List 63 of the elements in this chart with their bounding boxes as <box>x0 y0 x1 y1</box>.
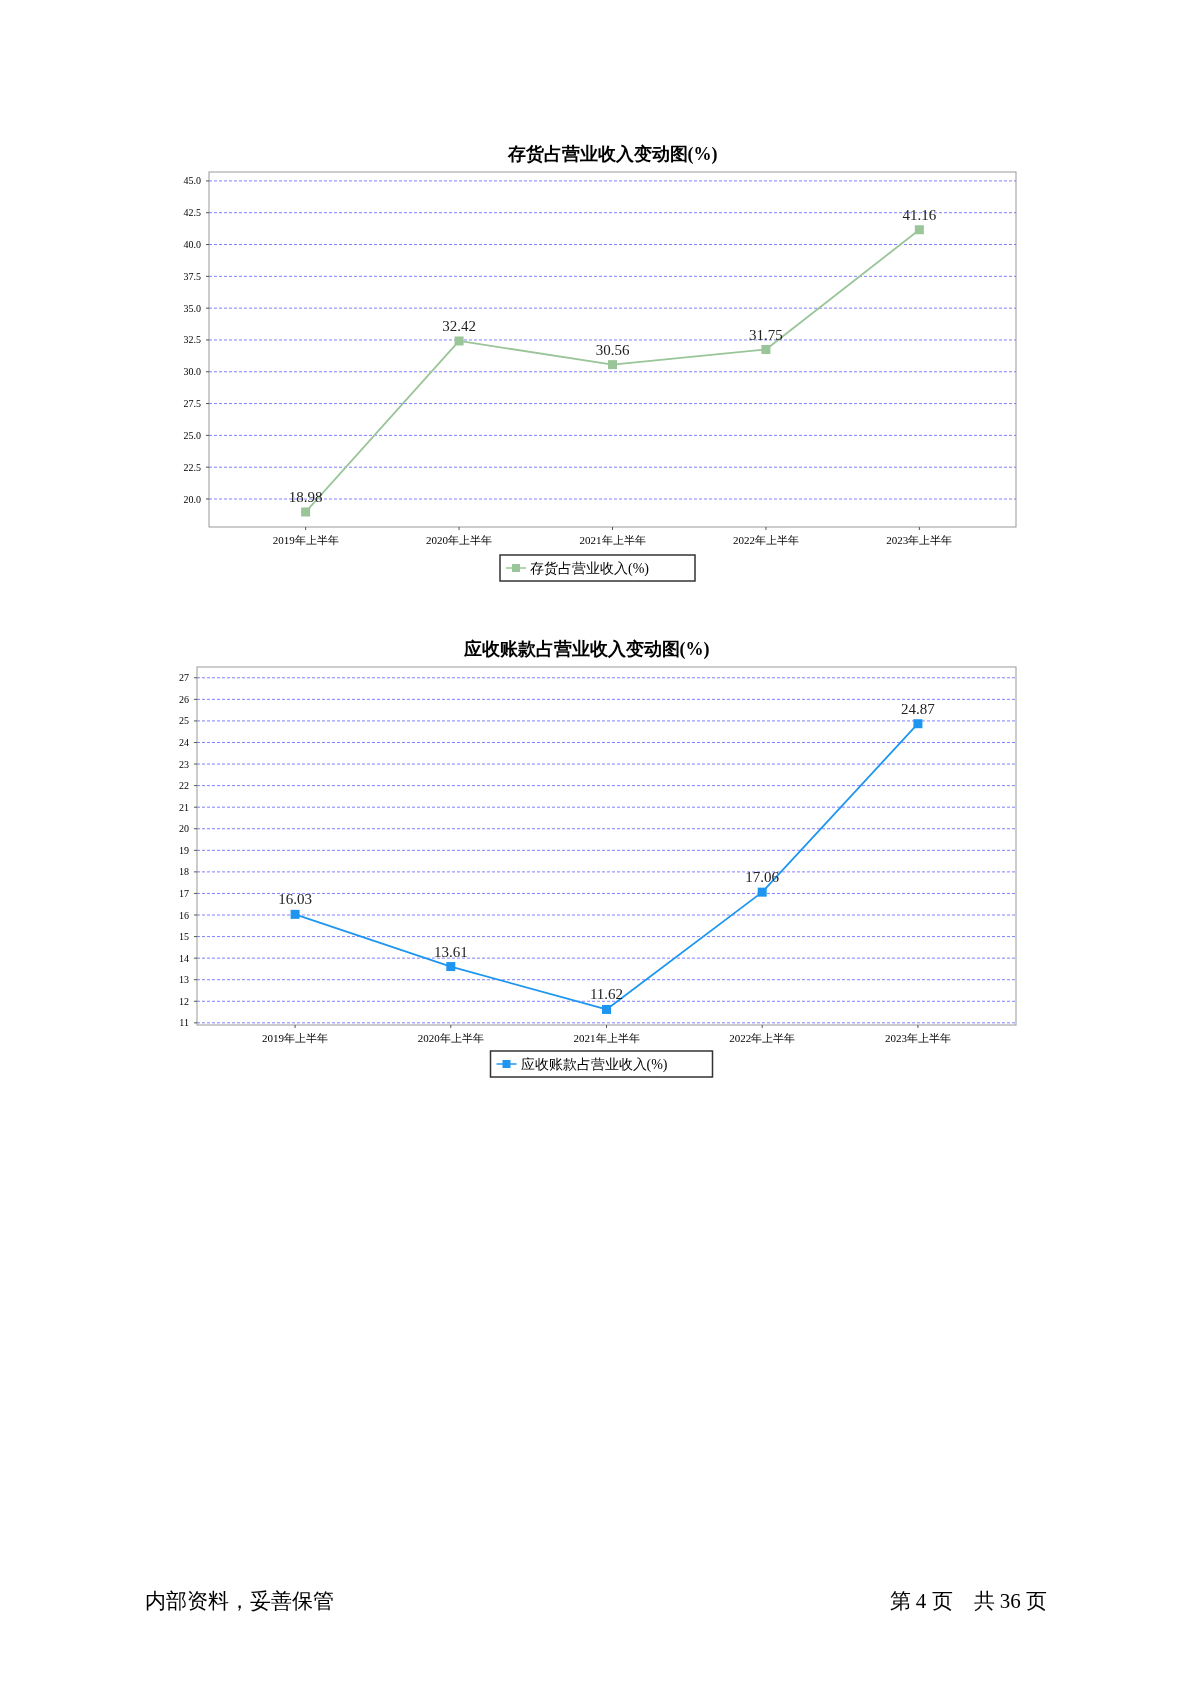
point <box>757 887 767 897</box>
data-label: 13.61 <box>433 943 468 960</box>
y-tick-label: 35.0 <box>183 302 201 314</box>
y-tick-label: 16 <box>179 909 189 921</box>
data-label: 11.62 <box>589 986 624 1003</box>
x-tick-label: 2019年上半年 <box>272 534 339 546</box>
legend-label: 存货占营业收入(%) <box>530 561 650 577</box>
y-tick-label: 27 <box>179 672 189 684</box>
point <box>913 719 923 729</box>
y-tick-label: 12 <box>179 995 189 1007</box>
x-tick-label: 2020年上半年 <box>426 534 493 546</box>
x-tick-label: 2021年上半年 <box>573 1032 640 1044</box>
y-tick-label: 23 <box>179 758 189 770</box>
y-tick-label: 25.0 <box>183 429 201 441</box>
y-tick-label: 40.0 <box>183 239 201 251</box>
data-label: 16.03 <box>278 891 312 908</box>
y-tick-label: 30.0 <box>183 366 201 378</box>
data-label: 18.98 <box>288 488 323 505</box>
point <box>446 962 456 972</box>
x-tick-label: 2022年上半年 <box>732 534 799 546</box>
y-tick-label: 26 <box>179 693 189 705</box>
x-tick-label: 2019年上半年 <box>262 1032 329 1044</box>
y-tick-label: 45.0 <box>183 175 201 187</box>
text: 内部资料，妥善保管 <box>145 1589 334 1613</box>
chart-title: 存货占营业收入变动图(%) <box>506 144 718 165</box>
y-tick-label: 22.5 <box>183 461 201 473</box>
y-tick-label: 37.5 <box>183 270 201 282</box>
point <box>914 225 924 235</box>
y-tick-label: 27.5 <box>183 398 201 410</box>
data-label: 32.42 <box>442 317 476 334</box>
legend-label: 应收账款占营业收入(%) <box>520 1057 668 1073</box>
y-tick-label: 24 <box>179 736 189 748</box>
y-tick-label: 13 <box>179 974 189 986</box>
y-tick-label: 20.0 <box>183 493 201 505</box>
point <box>454 336 464 346</box>
point <box>602 1004 611 1014</box>
data-label: 41.16 <box>902 206 937 223</box>
y-tick-label: 15 <box>179 931 189 943</box>
point <box>761 345 771 354</box>
point <box>608 360 617 370</box>
text: 第 4 页 共 36 页 <box>889 1589 1047 1613</box>
x-tick-label: 2023年上半年 <box>886 534 953 546</box>
x-tick-label: 2022年上半年 <box>729 1032 796 1044</box>
point <box>290 909 300 919</box>
point <box>301 507 311 517</box>
y-tick-label: 19 <box>179 844 189 856</box>
y-tick-label: 14 <box>179 952 189 964</box>
y-tick-label: 11 <box>179 1017 189 1029</box>
data-label: 24.87 <box>901 700 936 717</box>
x-tick-label: 2021年上半年 <box>579 534 646 546</box>
x-tick-label: 2020年上半年 <box>417 1032 484 1044</box>
data-label: 30.56 <box>595 341 630 358</box>
y-tick-label: 18 <box>179 866 189 878</box>
y-tick-label: 32.5 <box>183 334 201 346</box>
y-tick-label: 17 <box>179 887 189 899</box>
x-tick-label: 2023年上半年 <box>884 1032 951 1044</box>
y-tick-label: 25 <box>179 715 189 727</box>
y-tick-label: 20 <box>179 823 189 835</box>
y-tick-label: 22 <box>179 780 189 792</box>
data-label: 31.75 <box>749 326 783 343</box>
y-tick-label: 42.5 <box>183 207 201 219</box>
y-tick-label: 21 <box>179 801 189 813</box>
chart-title: 应收账款占营业收入变动图(%) <box>462 639 710 660</box>
